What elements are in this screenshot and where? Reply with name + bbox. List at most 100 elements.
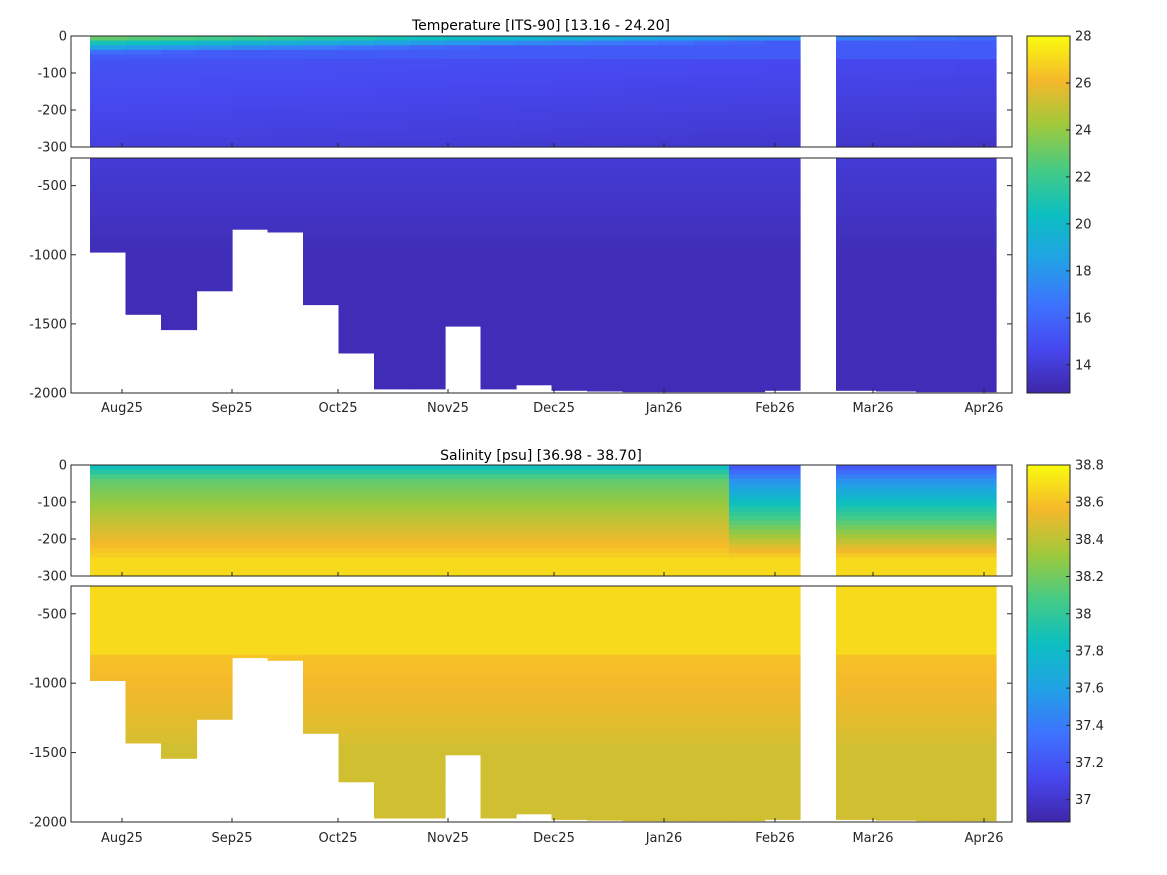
field-cell: [551, 36, 588, 42]
field-cell: [161, 295, 198, 306]
field-cell: [480, 704, 517, 715]
field-cell: [303, 128, 340, 134]
field-cell: [161, 492, 198, 498]
field-cell: [516, 812, 553, 815]
field-cell: [480, 304, 517, 316]
field-cell: [338, 40, 375, 46]
field-cell: [622, 128, 659, 134]
field-cell: [836, 363, 877, 374]
field-cell: [161, 534, 198, 540]
field-cell: [125, 492, 162, 498]
field-cell: [374, 763, 411, 774]
field-cell: [658, 478, 695, 485]
field-cell: [693, 529, 730, 535]
field-cell: [196, 645, 233, 656]
field-cell: [480, 492, 517, 498]
field-cell: [956, 304, 997, 316]
field-cell: [587, 246, 624, 257]
field-cell: [409, 158, 446, 169]
field-cell: [836, 275, 877, 286]
field-cell: [374, 571, 411, 577]
colorbar-tick-label: 38.8: [1075, 459, 1104, 474]
field-cell: [409, 488, 446, 494]
field-cell: [551, 197, 588, 208]
field-cell: [90, 226, 127, 237]
field-cell: [409, 595, 446, 607]
field-cell: [480, 177, 517, 188]
field-cell: [303, 511, 340, 517]
field-cell: [196, 515, 233, 522]
field-cell: [764, 772, 801, 784]
field-cell: [876, 515, 917, 522]
field-cell: [196, 86, 233, 93]
field-cell: [956, 167, 997, 179]
field-cell: [303, 694, 340, 705]
field-cell: [232, 488, 269, 494]
field-cell: [836, 187, 877, 198]
field-cell: [876, 68, 917, 74]
field-cell: [587, 207, 624, 218]
field-cell: [232, 110, 269, 116]
field-cell: [876, 91, 917, 97]
field-cell: [409, 566, 446, 572]
field-cell: [161, 562, 198, 568]
field-cell: [409, 782, 446, 794]
field-cell: [916, 694, 957, 705]
field-cell: [916, 515, 957, 522]
field-cell: [876, 704, 917, 715]
field-cell: [125, 304, 162, 315]
field-cell: [374, 77, 411, 83]
field-cell: [658, 502, 695, 508]
field-cell: [729, 197, 766, 208]
field-cell: [90, 625, 127, 636]
field-cell: [729, 265, 766, 277]
field-cell: [409, 497, 446, 503]
field-cell: [658, 534, 695, 540]
y-tick-label: 0: [59, 459, 67, 474]
field-cell: [125, 625, 162, 636]
field-cell: [480, 763, 517, 774]
field-cell: [374, 562, 411, 568]
field-cell: [445, 654, 482, 666]
field-cell: [693, 114, 730, 120]
field-cell: [764, 91, 801, 97]
field-cell: [338, 502, 375, 508]
field-cell: [516, 515, 553, 522]
field-cell: [338, 772, 375, 783]
field-cell: [196, 167, 233, 179]
field-cell: [693, 534, 730, 540]
field-cell: [267, 226, 304, 233]
field-cell: [622, 469, 659, 475]
field-cell: [916, 36, 957, 42]
field-cell: [764, 645, 801, 656]
field-cell: [729, 133, 766, 139]
field-cell: [876, 684, 917, 695]
field-cell: [480, 363, 517, 374]
field-cell: [956, 187, 997, 198]
field-cell: [956, 465, 997, 471]
field-cell: [836, 515, 877, 522]
field-cell: [916, 158, 957, 169]
field-cell: [551, 792, 588, 803]
field-cell: [764, 562, 801, 568]
field-cell: [338, 91, 375, 97]
field-cell: [836, 506, 877, 512]
field-cell: [480, 743, 517, 754]
field-cell: [374, 645, 411, 656]
field-cell: [445, 478, 482, 485]
field-cell: [587, 792, 624, 803]
field-cell: [196, 684, 233, 695]
field-cell: [876, 334, 917, 345]
field-cell: [303, 469, 340, 475]
field-cell: [551, 704, 588, 715]
field-cell: [232, 492, 269, 498]
field-cell: [409, 684, 446, 695]
field-cell: [445, 197, 482, 208]
field-cell: [516, 275, 553, 286]
field-cell: [516, 506, 553, 512]
field-cell: [622, 635, 659, 646]
field-cell: [956, 552, 997, 559]
field-cell: [658, 557, 695, 563]
field-cell: [196, 635, 233, 646]
